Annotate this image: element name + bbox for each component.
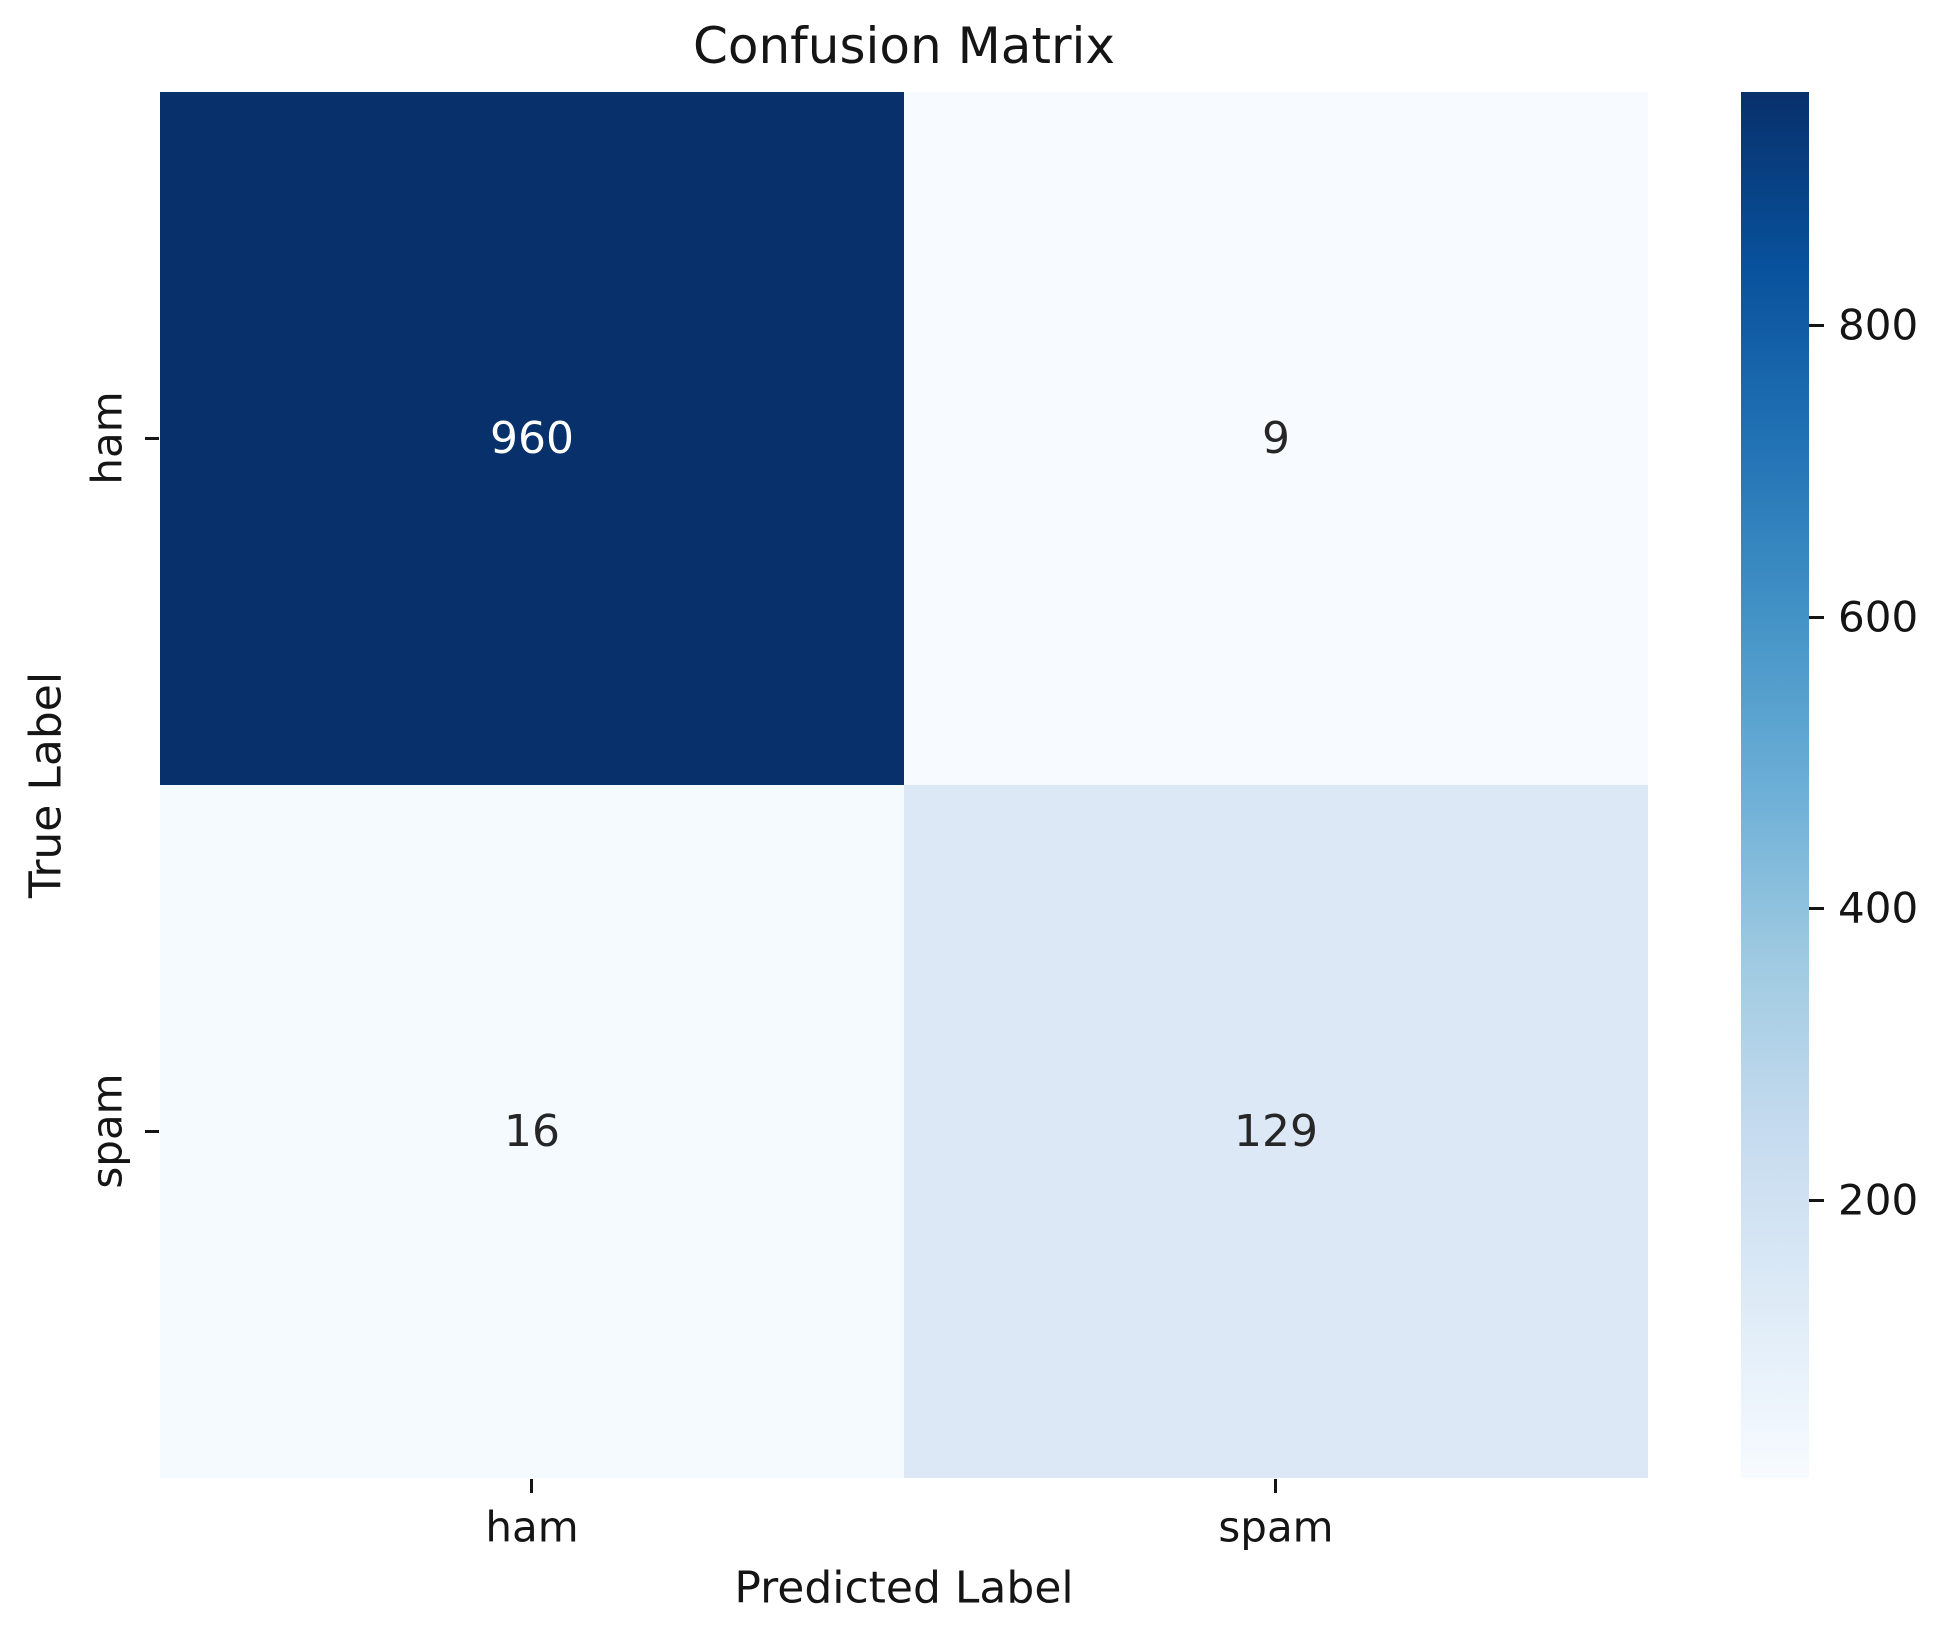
colorbar-tick-mark (1809, 616, 1824, 619)
ytick-label-ham: ham (82, 391, 132, 485)
cell-value: 960 (490, 413, 574, 464)
colorbar-tick-mark (1809, 907, 1824, 910)
colorbar-tick-label: 200 (1838, 1175, 1919, 1225)
colorbar-gradient (1741, 92, 1809, 1478)
colorbar: 200 400 600 800 (1741, 92, 1918, 1478)
x-axis-label: Predicted Label (734, 1562, 1074, 1614)
xtick-label-spam: spam (1218, 1502, 1334, 1552)
ytick-mark-ham (145, 437, 159, 440)
ytick-label-spam: spam (82, 1073, 132, 1189)
chart-title: Confusion Matrix (692, 17, 1116, 75)
cell-ham-ham: 960 (160, 92, 904, 785)
heatmap: 960 9 16 129 (160, 92, 1648, 1478)
cell-spam-ham: 16 (160, 785, 904, 1478)
cell-value: 9 (1262, 413, 1290, 464)
cell-value: 129 (1234, 1106, 1318, 1157)
xtick-mark-ham (530, 1479, 533, 1493)
cell-ham-spam: 9 (904, 92, 1648, 785)
ytick-mark-spam (145, 1130, 159, 1133)
xtick-label-ham: ham (485, 1502, 579, 1552)
y-axis-label: True Label (20, 671, 72, 899)
xtick-mark-spam (1274, 1479, 1277, 1493)
colorbar-tick-label: 600 (1838, 592, 1919, 642)
cell-value: 16 (504, 1106, 560, 1157)
cell-spam-spam: 129 (904, 785, 1648, 1478)
colorbar-tick-label: 400 (1838, 883, 1919, 933)
colorbar-tick-mark (1809, 324, 1824, 327)
colorbar-tick-label: 800 (1838, 300, 1919, 350)
colorbar-tick-mark (1809, 1199, 1824, 1202)
